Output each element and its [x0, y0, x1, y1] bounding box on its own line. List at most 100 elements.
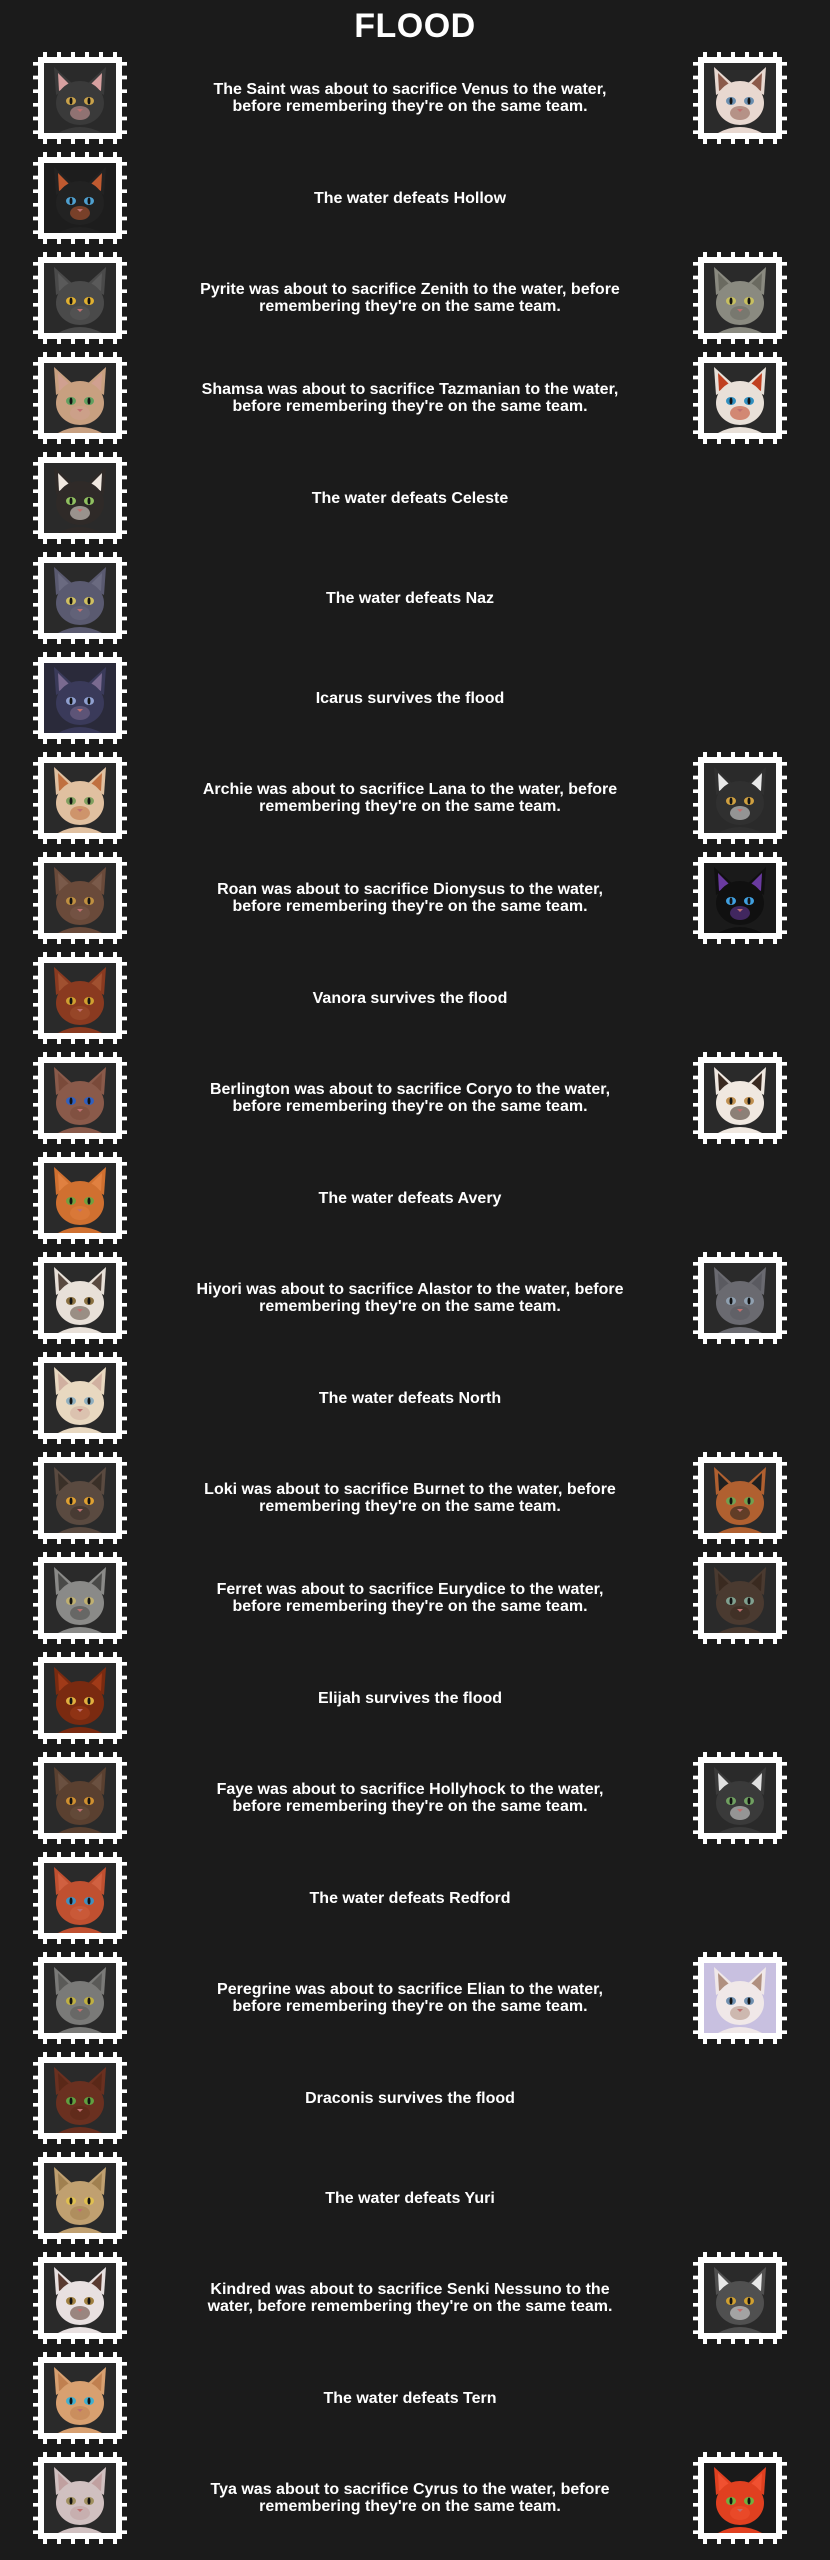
cat-portrait-icon	[44, 1063, 116, 1133]
event-row: Draconis survives the flood	[0, 2052, 830, 2144]
cat-portrait-icon	[704, 863, 776, 933]
event-text: Vanora survives the flood	[312, 989, 508, 1007]
left-portrait	[33, 652, 127, 744]
right-portrait	[693, 1452, 787, 1544]
cat-portrait-icon	[704, 1963, 776, 2033]
left-portrait	[33, 1452, 127, 1544]
cat-portrait-icon	[44, 963, 116, 1033]
right-portrait	[693, 752, 787, 844]
cat-portrait-icon	[44, 1963, 116, 2033]
event-row: Tya was about to sacrifice Cyrus to the …	[0, 2452, 830, 2544]
right-portrait	[693, 2452, 787, 2544]
right-portrait	[693, 1752, 787, 1844]
cat-portrait-icon	[44, 63, 116, 133]
cat-portrait-icon	[44, 1263, 116, 1333]
event-row: The water defeats Yuri	[0, 2152, 830, 2244]
left-portrait	[33, 352, 127, 444]
cat-portrait-icon	[704, 1263, 776, 1333]
event-row: Ferret was about to sacrifice Eurydice t…	[0, 1552, 830, 1644]
event-text: Roan was about to sacrifice Dionysus to …	[217, 881, 603, 915]
event-text: Kindred was about to sacrifice Senki Nes…	[207, 2281, 613, 2315]
cat-portrait-icon	[44, 2163, 116, 2233]
cat-portrait-icon	[44, 363, 116, 433]
right-portrait	[693, 1952, 787, 2044]
event-row: Loki was about to sacrifice Burnet to th…	[0, 1452, 830, 1544]
left-portrait	[33, 852, 127, 944]
event-row: Peregrine was about to sacrifice Elian t…	[0, 1952, 830, 2044]
right-portrait	[693, 2252, 787, 2344]
event-text: The water defeats Redford	[309, 1889, 511, 1907]
event-row: Pyrite was about to sacrifice Zenith to …	[0, 252, 830, 344]
event-text: The water defeats Naz	[325, 589, 495, 607]
right-portrait	[693, 352, 787, 444]
left-portrait	[33, 1152, 127, 1244]
cat-portrait-icon	[44, 1363, 116, 1433]
cat-portrait-icon	[44, 1163, 116, 1233]
right-portrait	[693, 52, 787, 144]
cat-portrait-icon	[44, 2063, 116, 2133]
event-row: Hiyori was about to sacrifice Alastor to…	[0, 1252, 830, 1344]
cat-portrait-icon	[44, 2463, 116, 2533]
cat-portrait-icon	[704, 1763, 776, 1833]
cat-portrait-icon	[44, 563, 116, 633]
event-row: The water defeats Redford	[0, 1852, 830, 1944]
left-portrait	[33, 1252, 127, 1344]
event-row: The water defeats Avery	[0, 1152, 830, 1244]
left-portrait	[33, 1652, 127, 1744]
cat-portrait-icon	[44, 463, 116, 533]
left-portrait	[33, 1352, 127, 1444]
cat-portrait-icon	[44, 1763, 116, 1833]
cat-portrait-icon	[44, 763, 116, 833]
event-row: Kindred was about to sacrifice Senki Nes…	[0, 2252, 830, 2344]
left-portrait	[33, 952, 127, 1044]
event-text: The water defeats Hollow	[313, 189, 507, 207]
event-text: Faye was about to sacrifice Hollyhock to…	[216, 1781, 604, 1815]
left-portrait	[33, 1952, 127, 2044]
left-portrait	[33, 1852, 127, 1944]
event-text: The water defeats Tern	[323, 2389, 497, 2407]
right-portrait	[693, 1052, 787, 1144]
left-portrait	[33, 2152, 127, 2244]
cat-portrait-icon	[704, 63, 776, 133]
event-row: Elijah survives the flood	[0, 1652, 830, 1744]
cat-portrait-icon	[704, 1063, 776, 1133]
event-row: Archie was about to sacrifice Lana to th…	[0, 752, 830, 844]
event-text: The water defeats North	[318, 1389, 502, 1407]
event-text: Icarus survives the flood	[315, 689, 505, 707]
event-text: Tya was about to sacrifice Cyrus to the …	[210, 2481, 610, 2515]
cat-portrait-icon	[704, 2263, 776, 2333]
right-portrait	[693, 852, 787, 944]
cat-portrait-icon	[704, 2463, 776, 2533]
left-portrait	[33, 2252, 127, 2344]
event-text: Loki was about to sacrifice Burnet to th…	[204, 1481, 616, 1515]
event-row: The water defeats North	[0, 1352, 830, 1444]
left-portrait	[33, 752, 127, 844]
event-row: Icarus survives the flood	[0, 652, 830, 744]
left-portrait	[33, 152, 127, 244]
event-text: The water defeats Yuri	[325, 2189, 495, 2207]
left-portrait	[33, 252, 127, 344]
event-row: The water defeats Tern	[0, 2352, 830, 2444]
event-text: Berlington was about to sacrifice Coryo …	[209, 1081, 611, 1115]
event-row: Roan was about to sacrifice Dionysus to …	[0, 852, 830, 944]
cat-portrait-icon	[704, 763, 776, 833]
cat-portrait-icon	[44, 1663, 116, 1733]
left-portrait	[33, 552, 127, 644]
left-portrait	[33, 1552, 127, 1644]
event-row: Shamsa was about to sacrifice Tazmanian …	[0, 352, 830, 444]
event-row: The Saint was about to sacrifice Venus t…	[0, 52, 830, 144]
cat-portrait-icon	[704, 1463, 776, 1533]
right-portrait	[693, 252, 787, 344]
cat-portrait-icon	[44, 863, 116, 933]
cat-portrait-icon	[44, 1563, 116, 1633]
event-text: Shamsa was about to sacrifice Tazmanian …	[201, 381, 619, 415]
event-row: The water defeats Hollow	[0, 152, 830, 244]
cat-portrait-icon	[44, 2263, 116, 2333]
left-portrait	[33, 2052, 127, 2144]
event-text: Pyrite was about to sacrifice Zenith to …	[200, 281, 620, 315]
left-portrait	[33, 2352, 127, 2444]
page-title: FLOOD	[354, 7, 476, 45]
right-portrait	[693, 1552, 787, 1644]
cat-portrait-icon	[44, 1463, 116, 1533]
cat-portrait-icon	[704, 1563, 776, 1633]
